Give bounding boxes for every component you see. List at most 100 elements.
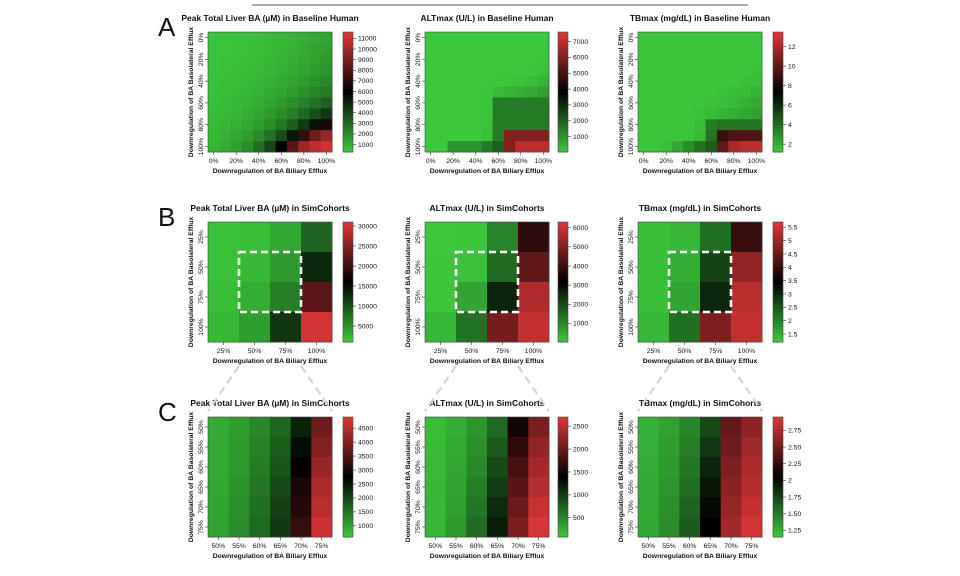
heatmap-cell xyxy=(649,97,661,109)
heatmap-cell xyxy=(731,312,763,343)
x-axis-label: Downregulation of BA Biliary Efflux xyxy=(430,168,545,175)
heatmap-cell xyxy=(671,119,684,131)
colorbar-segment xyxy=(773,447,783,451)
colorbar-tick-label: 10000 xyxy=(358,303,377,310)
heatmap-cell xyxy=(470,75,482,87)
heatmap-panel: Peak Total Liver BA (µM) in SimCohorts 25… xyxy=(188,203,377,365)
colorbar-segment xyxy=(558,56,568,60)
heatmap-cell xyxy=(487,497,509,518)
colorbar-segment xyxy=(773,489,783,493)
heatmap-cell xyxy=(731,282,763,313)
zoom-region-box xyxy=(237,250,303,314)
heatmap-cell xyxy=(526,86,539,98)
heatmap-cell xyxy=(208,75,220,87)
x-tick-label: 40% xyxy=(469,158,483,165)
colorbar-segment xyxy=(558,104,568,108)
heatmap-cell xyxy=(487,312,519,343)
colorbar-segment xyxy=(343,504,353,508)
x-tick-label: 55% xyxy=(449,543,463,550)
heatmap-cell xyxy=(249,417,271,438)
heatmap-cell xyxy=(286,119,299,131)
heatmap-cell xyxy=(228,477,250,498)
plot-frame xyxy=(424,31,550,153)
heatmap-cell xyxy=(481,53,494,66)
heatmap-cell xyxy=(481,141,494,153)
x-tick-label: 60% xyxy=(470,543,484,550)
colorbar-segment xyxy=(343,480,353,484)
heatmap-cell xyxy=(705,42,718,55)
colorbar-tick-label: 3000 xyxy=(573,282,588,289)
colorbar-segment xyxy=(343,513,353,517)
y-axis-label: Downregulation of BA Basolateral Efflux xyxy=(618,412,625,543)
chart-title: TBmax (mg/dL) in SimCohorts xyxy=(639,398,762,408)
heatmap-cell xyxy=(492,119,505,131)
colorbar-segment xyxy=(343,315,353,319)
colorbar-tick-label: 5 xyxy=(788,238,792,245)
colorbar-segment xyxy=(558,149,568,153)
heatmap-cell xyxy=(447,86,460,98)
heatmap-cell xyxy=(470,42,482,55)
colorbar-segment xyxy=(773,522,783,526)
colorbar-segment xyxy=(558,62,568,66)
colorbar-segment xyxy=(558,492,568,496)
heatmap-cell xyxy=(425,130,437,142)
y-tick-label: 0% xyxy=(415,33,422,43)
heatmap-cell xyxy=(728,141,740,153)
colorbar-segment xyxy=(773,65,783,69)
heatmap-cell xyxy=(492,53,505,66)
heatmap-cell xyxy=(503,42,516,55)
plot-frame xyxy=(424,221,550,343)
colorbar-segment xyxy=(343,228,353,232)
heatmap-cell xyxy=(700,477,722,498)
heatmap-cell xyxy=(239,282,271,313)
colorbar-segment xyxy=(343,149,353,153)
colorbar-segment xyxy=(558,86,568,90)
colorbar-segment xyxy=(343,125,353,129)
heatmap-cell xyxy=(270,457,292,478)
colorbar-segment xyxy=(343,38,353,42)
heatmap-cell xyxy=(503,141,516,153)
heatmap-cell xyxy=(649,86,661,98)
heatmap-cell xyxy=(219,108,231,120)
colorbar-segment xyxy=(773,86,783,90)
colorbar-segment xyxy=(558,522,568,526)
y-tick-label: 100% xyxy=(198,138,205,155)
colorbar-segment xyxy=(343,80,353,84)
colorbar-segment xyxy=(773,429,783,433)
colorbar-segment xyxy=(773,270,783,274)
heatmap-cell xyxy=(716,64,729,77)
heatmap-cell xyxy=(739,119,752,131)
colorbar-segment xyxy=(773,525,783,529)
heatmap-cell xyxy=(470,130,482,142)
colorbar-segment xyxy=(773,56,783,60)
colorbar-segment xyxy=(773,71,783,75)
heatmap-cell xyxy=(700,497,722,518)
heatmap-cell xyxy=(470,141,482,153)
colorbar-segment xyxy=(773,261,783,265)
colorbar-segment xyxy=(343,516,353,520)
chart-title: Peak Total Liver BA (µM) in Baseline Hum… xyxy=(181,13,358,23)
heatmap-cell xyxy=(487,282,519,313)
heatmap-cell xyxy=(298,86,310,98)
heatmap-cell xyxy=(537,32,550,44)
colorbar-tick-label: 7000 xyxy=(573,39,588,46)
heatmap-cell xyxy=(270,252,302,283)
heatmap-cell xyxy=(470,97,482,109)
heatmap-cell xyxy=(425,119,437,131)
heatmap-cell xyxy=(481,75,494,87)
colorbar-segment xyxy=(343,50,353,54)
colorbar-tick-label: 3.5 xyxy=(788,278,798,285)
chart-title: TBmax (mg/dL) in Baseline Human xyxy=(630,13,770,23)
heatmap-cell xyxy=(638,108,650,120)
heatmap-cell xyxy=(694,130,707,142)
heatmap-cell xyxy=(492,108,505,120)
heatmap-cell xyxy=(445,477,467,498)
colorbar-segment xyxy=(558,330,568,334)
colorbar-segment xyxy=(558,282,568,286)
colorbar-segment xyxy=(773,137,783,141)
colorbar-segment xyxy=(558,125,568,129)
heatmap-cell xyxy=(275,32,288,44)
heatmap-cell xyxy=(503,64,516,77)
colorbar-segment xyxy=(558,134,568,138)
heatmap-cell xyxy=(311,517,333,538)
